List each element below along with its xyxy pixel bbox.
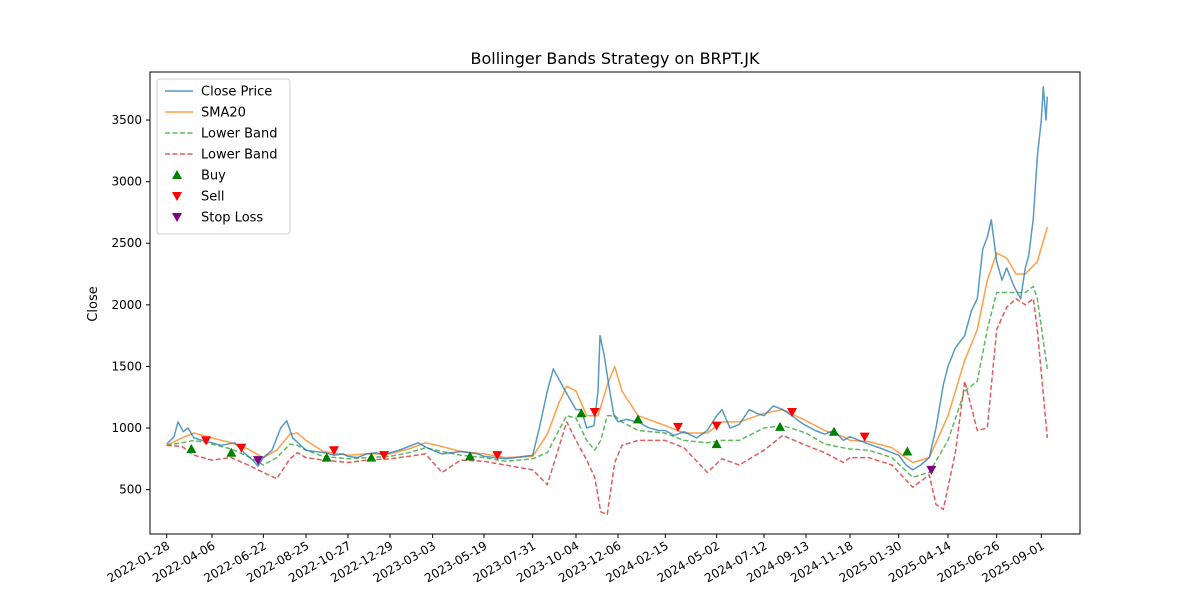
sell-marker — [589, 408, 600, 418]
y-axis-label: Close — [86, 286, 101, 321]
y-tick-label: 2500 — [111, 236, 142, 250]
sell-marker — [329, 446, 339, 456]
series-line-3 — [166, 297, 1049, 516]
sell-marker — [379, 451, 389, 461]
buy-marker — [186, 443, 197, 453]
sell-marker — [201, 436, 211, 446]
buy-marker — [321, 452, 332, 462]
buy-marker — [366, 452, 377, 462]
buy-marker — [465, 451, 475, 461]
buy-marker — [633, 414, 643, 424]
legend-label: Close Price — [201, 85, 272, 100]
y-axis: 500 1000 1500 2000 2500 3000 3500 — [111, 113, 150, 497]
y-tick-label: 3500 — [111, 113, 142, 127]
buy-marker — [829, 426, 839, 436]
legend: Close Price SMA20 Lower Band Lower Band Buy S… — [156, 78, 291, 235]
buy-marker — [775, 421, 785, 431]
y-tick-label: 1500 — [111, 359, 142, 373]
y-tick-label: 2000 — [111, 298, 142, 312]
sell-marker — [673, 422, 683, 432]
y-tick-label: 3000 — [111, 175, 142, 189]
sell-marker — [492, 451, 503, 461]
sell-marker — [711, 421, 722, 431]
legend-marker-swatch — [172, 192, 182, 201]
legend-marker-swatch — [172, 213, 182, 222]
legend-label: Lower Band — [201, 148, 277, 163]
sell-marker — [859, 432, 870, 442]
plot-frame — [149, 71, 1081, 535]
stop-loss-marker — [926, 465, 937, 475]
stop-loss-marker — [253, 456, 263, 466]
y-tick-label: 500 — [119, 483, 142, 497]
legend-marker-swatch — [172, 170, 182, 179]
plot-area — [166, 86, 1049, 516]
legend-label: Stop Loss — [201, 211, 263, 226]
legend-label: Sell — [201, 190, 224, 205]
legend-label: Buy — [201, 169, 226, 184]
sell-marker — [787, 408, 797, 418]
legend-label: SMA20 — [201, 106, 246, 121]
legend-box — [156, 78, 291, 235]
buy-marker — [576, 408, 587, 418]
sell-marker — [236, 443, 247, 453]
legend-label: Lower Band — [201, 127, 277, 142]
series-line-1 — [166, 226, 1049, 464]
chart-title: Bollinger Bands Strategy on BRPT.JK — [471, 49, 760, 68]
buy-marker — [902, 446, 913, 456]
series-line-0 — [166, 86, 1049, 471]
buy-marker — [711, 439, 722, 449]
y-tick-label: 1000 — [111, 421, 142, 435]
buy-marker — [226, 447, 237, 457]
